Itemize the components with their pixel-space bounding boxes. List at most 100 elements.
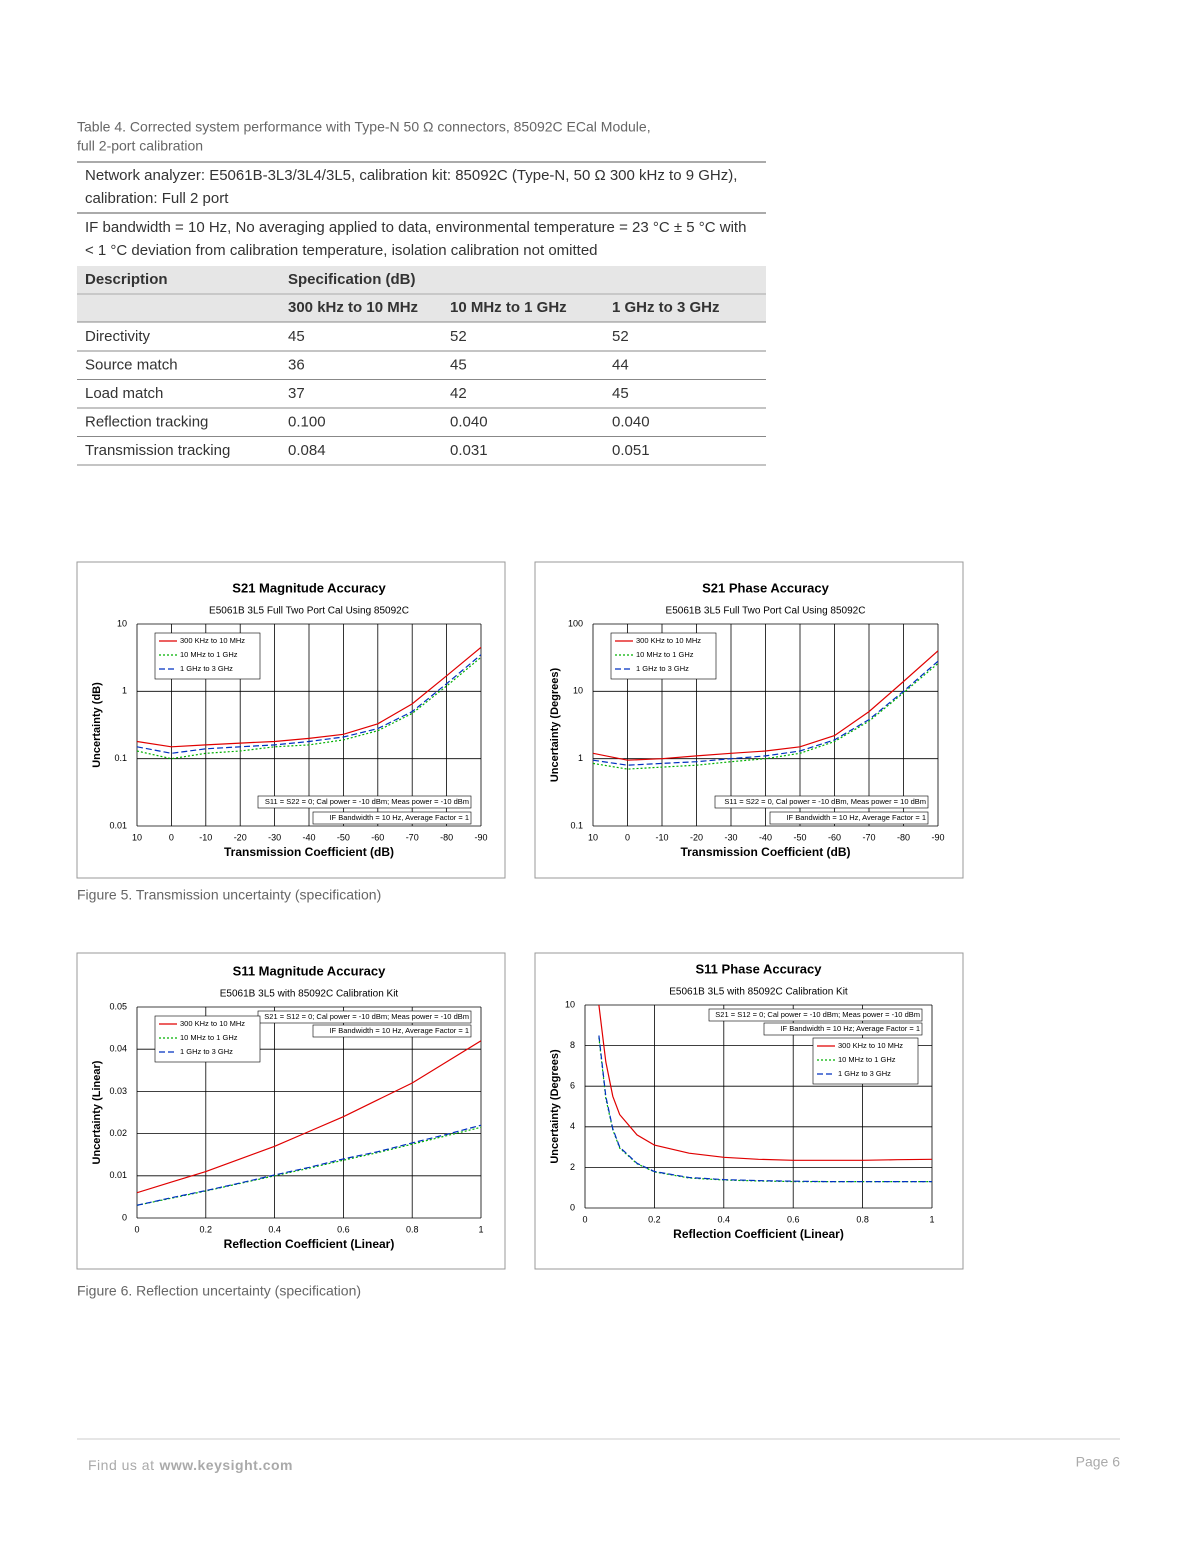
x-tick-label: 0 (582, 1214, 587, 1224)
y-tick-label: 2 (570, 1162, 575, 1172)
y-tick-label: 0 (570, 1202, 575, 1212)
table-cell: 45 (450, 356, 467, 373)
y-tick-label: 4 (570, 1121, 575, 1131)
series-line (137, 656, 481, 760)
legend-label: 10 MHz to 1 GHz (180, 650, 238, 659)
y-tick-label: 0.01 (109, 1170, 127, 1180)
y-tick-label: 0.1 (114, 753, 127, 763)
table-cell: 44 (612, 356, 629, 373)
x-tick-label: 0.2 (200, 1224, 213, 1234)
x-tick-label: 10 (132, 832, 142, 842)
header-cell: Description (85, 271, 168, 288)
chart-subtitle: E5061B 3L5 Full Two Port Cal Using 85092… (666, 606, 866, 617)
y-tick-label: 8 (570, 1040, 575, 1050)
x-tick-label: -30 (268, 832, 281, 842)
y-tick-label: 0.1 (570, 820, 583, 830)
chart-subtitle: E5061B 3L5 with 85092C Calibration Kit (220, 989, 399, 1000)
y-tick-label: 1 (578, 753, 583, 763)
y-axis-label: Uncertainty (Degrees) (549, 668, 561, 783)
x-tick-label: -10 (655, 832, 668, 842)
legend-label: 1 GHz to 3 GHz (838, 1069, 891, 1078)
annotation: S11 = S22 = 0, Cal power = -10 dBm, Meas… (724, 797, 926, 806)
table-cell: 0.031 (450, 442, 488, 459)
footer-link: www.keysight.com (158, 1457, 293, 1473)
x-tick-label: -20 (234, 832, 247, 842)
legend-label: 10 MHz to 1 GHz (636, 650, 694, 659)
x-tick-label: -30 (724, 832, 737, 842)
footer-text: Find us at www.keysight.com (88, 1457, 293, 1473)
table-cell: 0.084 (288, 442, 326, 459)
x-axis-label: Reflection Coefficient (Linear) (224, 1237, 395, 1251)
table-cell: 36 (288, 356, 305, 373)
x-axis-label: Reflection Coefficient (Linear) (673, 1227, 844, 1241)
x-tick-label: 10 (588, 832, 598, 842)
annotation-box (312, 811, 472, 825)
series-line (593, 662, 938, 770)
y-tick-label: 0.01 (109, 820, 127, 830)
legend-label: 1 GHz to 3 GHz (180, 1047, 233, 1056)
x-axis-label: Transmission Coefficient (dB) (224, 845, 394, 859)
x-tick-label: -10 (199, 832, 212, 842)
footer-prefix: Find us at (88, 1457, 154, 1473)
series-line (598, 1035, 932, 1183)
table-cell: 0.040 (612, 413, 650, 430)
x-tick-label: 0.2 (648, 1214, 661, 1224)
table-note: calibration: Full 2 port (85, 190, 229, 207)
series-line (593, 650, 938, 761)
x-tick-label: -80 (440, 832, 453, 842)
chart-title: S11 Magnitude Accuracy (233, 963, 386, 978)
annotation: IF Bandwidth = 10 Hz, Average Factor = 1 (329, 813, 469, 822)
series-line (598, 1005, 932, 1161)
annotation: S21 = S12 = 0; Cal power = -10 dBm; Meas… (715, 1010, 920, 1019)
series-line (137, 1126, 481, 1206)
x-tick-label: -20 (690, 832, 703, 842)
x-tick-label: -90 (474, 832, 487, 842)
x-tick-label: 0 (625, 832, 630, 842)
table-cell: 0.100 (288, 413, 326, 430)
subheader-cell: 10 MHz to 1 GHz (450, 299, 567, 316)
y-axis-label: Uncertainty (dB) (91, 682, 103, 768)
x-tick-label: 1 (929, 1214, 934, 1224)
table-caption: full 2-port calibration (77, 138, 203, 154)
annotation-box (769, 811, 929, 825)
subheader-cell: 300 kHz to 10 MHz (288, 299, 418, 316)
table-cell: 42 (450, 385, 467, 402)
annotation: IF Bandwidth = 10 Hz, Average Factor = 1 (329, 1026, 469, 1035)
y-tick-label: 100 (568, 618, 583, 628)
y-axis-label: Uncertainty (Degrees) (549, 1049, 561, 1164)
chart-title: S11 Phase Accuracy (696, 961, 823, 976)
series-line (137, 646, 481, 748)
chart-frame (76, 952, 506, 1270)
x-tick-label: 0.8 (856, 1214, 869, 1224)
x-tick-label: 0.6 (787, 1214, 800, 1224)
series-line (593, 660, 938, 766)
y-tick-label: 0.02 (109, 1128, 127, 1138)
table-cell: 45 (288, 328, 305, 345)
x-tick-label: -90 (931, 832, 944, 842)
y-tick-label: 0.04 (109, 1044, 127, 1054)
y-tick-label: 6 (570, 1081, 575, 1091)
chart-title: S21 Magnitude Accuracy (232, 580, 386, 595)
x-tick-label: 1 (478, 1224, 483, 1234)
table-cell: 0.040 (450, 413, 488, 430)
chart-subtitle: E5061B 3L5 with 85092C Calibration Kit (669, 987, 848, 998)
annotation-box (312, 1024, 472, 1038)
x-tick-label: -40 (759, 832, 772, 842)
x-tick-label: -80 (897, 832, 910, 842)
table-cell: Directivity (85, 328, 151, 345)
y-tick-label: 1 (122, 686, 127, 696)
x-tick-label: 0.6 (337, 1224, 350, 1234)
figure-caption: Figure 6. Reflection uncertainty (specif… (77, 1283, 361, 1299)
chart-frame (534, 561, 964, 879)
table-note: IF bandwidth = 10 Hz, No averaging appli… (85, 219, 746, 236)
legend-label: 1 GHz to 3 GHz (180, 664, 233, 673)
y-tick-label: 10 (117, 618, 127, 628)
table-caption: Table 4. Corrected system performance wi… (77, 119, 651, 135)
y-tick-label: 0.05 (109, 1001, 127, 1011)
table-cell: 37 (288, 385, 305, 402)
annotation-box (763, 1022, 923, 1036)
annotation: IF Bandwidth = 10 Hz, Average Factor = 1 (786, 813, 926, 822)
table-note: < 1 °C deviation from calibration temper… (85, 242, 598, 259)
annotation: S21 = S12 = 0; Cal power = -10 dBm; Meas… (264, 1012, 469, 1021)
